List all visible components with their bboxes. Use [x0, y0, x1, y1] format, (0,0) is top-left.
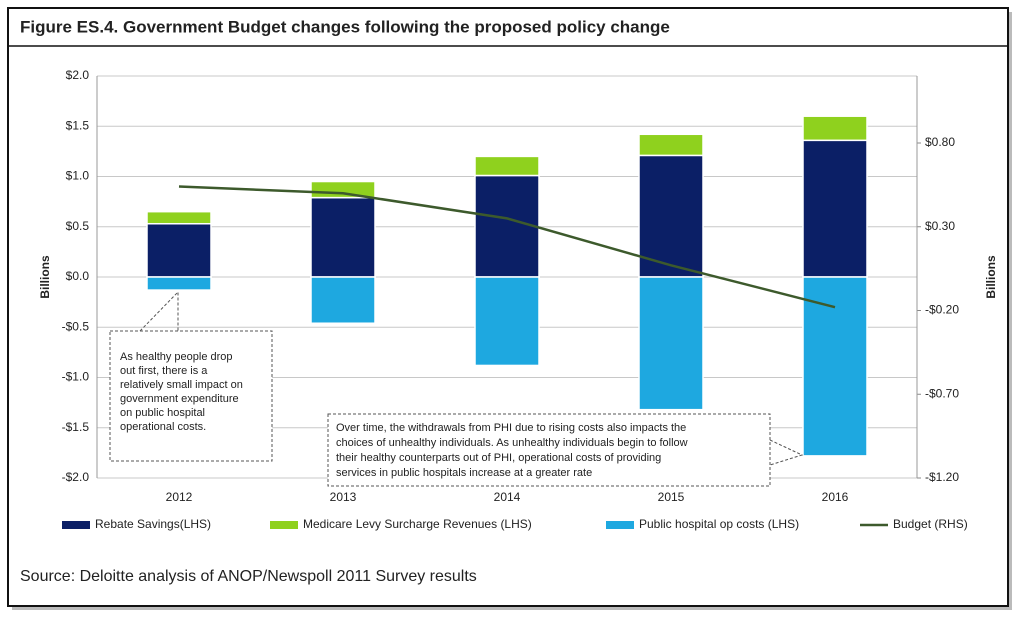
annotation-text: services in public hospitals increase at…: [336, 467, 592, 479]
legend-label: Rebate Savings(LHS): [95, 517, 211, 531]
bar: [146, 222, 212, 278]
y2-tick-label: $0.80: [925, 135, 955, 149]
annotation-tail: [769, 439, 804, 466]
y-tick-label: $1.5: [66, 118, 90, 132]
x-tick-label: 2012: [166, 490, 193, 504]
y2-tick-label: -$0.70: [925, 386, 959, 400]
annotation-text: As healthy people drop: [120, 351, 233, 363]
legend-label: Budget (RHS): [893, 517, 968, 531]
bar: [638, 133, 704, 157]
y2-tick-label: $0.30: [925, 219, 955, 233]
y-tick-label: $0.0: [66, 269, 90, 283]
legend-label: Public hospital op costs (LHS): [639, 517, 799, 531]
annotation-text: their healthy counterparts out of PHI, o…: [336, 452, 661, 464]
x-tick-label: 2013: [330, 490, 357, 504]
bar: [802, 276, 868, 457]
annotation-tail: [139, 290, 179, 332]
legend-label: Medicare Levy Surcharge Revenues (LHS): [303, 517, 532, 531]
annotation-text: on public hospital: [120, 407, 205, 419]
y-tick-label: -$2.0: [62, 470, 90, 484]
y-tick-label: -$1.5: [62, 420, 90, 434]
annotation-box: [109, 330, 273, 462]
annotation-box: [327, 413, 771, 487]
bar: [146, 276, 212, 291]
legend-swatch: [62, 521, 90, 529]
annotation-text: Over time, the withdrawals from PHI due …: [336, 422, 686, 434]
source: Source: Deloitte analysis of ANOP/Newspo…: [20, 568, 477, 585]
bar: [802, 139, 868, 278]
line: [178, 185, 836, 309]
bar: [474, 155, 540, 177]
y-tick-label: $1.0: [66, 169, 90, 183]
annotation-text: operational costs.: [120, 421, 206, 433]
x-tick-label: 2016: [822, 490, 849, 504]
x-tick-label: 2014: [494, 490, 521, 504]
bar: [146, 210, 212, 225]
bar: [802, 115, 868, 142]
annotation-text: out first, there is a: [120, 365, 208, 377]
y-tick-label: $0.5: [66, 219, 90, 233]
x-tick-label: 2015: [658, 490, 685, 504]
y2-tick-label: -$0.20: [925, 303, 959, 317]
bar: [638, 276, 704, 411]
bar: [474, 276, 540, 367]
y-axis-label: Billions: [38, 255, 52, 299]
bar: [638, 154, 704, 278]
y2-tick-label: -$1.20: [925, 470, 959, 484]
y-tick-label: -$1.0: [62, 370, 90, 384]
y-tick-label: $2.0: [66, 68, 90, 82]
bar: [310, 180, 376, 199]
annotation-text: choices of unhealthy individuals. As unh…: [336, 437, 688, 449]
annotation-text: government expenditure: [120, 393, 239, 405]
y2-axis-label: Billions: [984, 255, 998, 299]
legend-swatch: [270, 521, 298, 529]
y-tick-label: -$0.5: [62, 319, 90, 333]
annotation-text: relatively small impact on: [120, 379, 243, 391]
legend-swatch: [606, 521, 634, 529]
chart-title: Figure ES.4. Government Budget changes f…: [20, 17, 670, 36]
bar: [474, 174, 540, 278]
bar: [310, 196, 376, 278]
bar: [310, 276, 376, 324]
